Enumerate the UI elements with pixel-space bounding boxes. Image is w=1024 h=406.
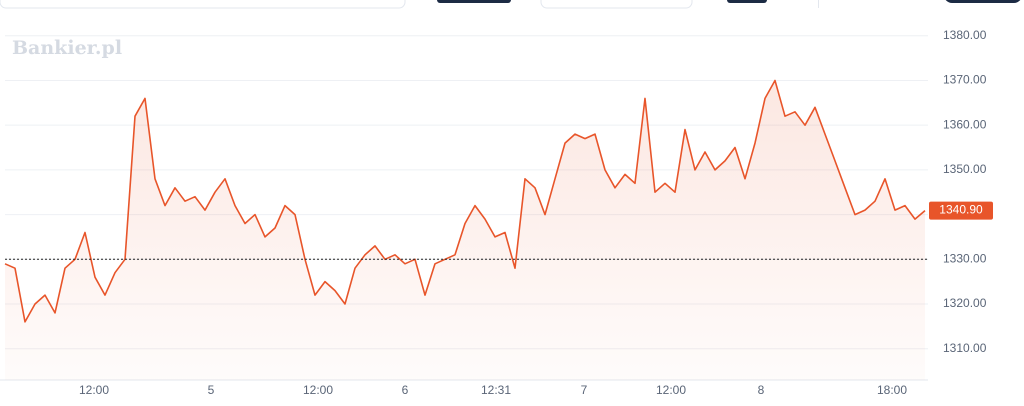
divider <box>818 0 819 8</box>
top-select[interactable] <box>540 0 693 9</box>
price-line <box>4 79 926 323</box>
x-tick-label: 5 <box>208 383 215 397</box>
current-price-box <box>929 201 993 220</box>
x-tick-label: 8 <box>758 383 765 397</box>
top-button[interactable] <box>727 0 767 3</box>
y-tick-label: 1310.00 <box>943 341 987 355</box>
x-tick-label: 18:00 <box>877 383 907 397</box>
y-tick-label: 1320.00 <box>943 296 987 310</box>
current-price-label: 1340.90 <box>939 203 983 217</box>
y-tick-label: 1370.00 <box>943 73 987 87</box>
x-tick-label: 7 <box>581 383 588 397</box>
y-tick-label: 1330.00 <box>943 251 987 265</box>
y-tick-label: 1380.00 <box>943 28 987 42</box>
x-tick-label: 12:00 <box>79 383 109 397</box>
x-tick-label: 12:00 <box>303 383 333 397</box>
y-tick-label: 1350.00 <box>943 162 987 176</box>
top-button[interactable] <box>944 0 1022 3</box>
x-tick-label: 12:00 <box>656 383 686 397</box>
top-input[interactable] <box>0 0 406 9</box>
y-tick-label: 1360.00 <box>943 117 987 131</box>
watermark: Bankier.pl <box>12 37 122 59</box>
top-button[interactable] <box>437 0 511 3</box>
x-tick-label: 6 <box>402 383 409 397</box>
area <box>5 80 925 380</box>
x-tick-label: 12:31 <box>481 383 511 397</box>
